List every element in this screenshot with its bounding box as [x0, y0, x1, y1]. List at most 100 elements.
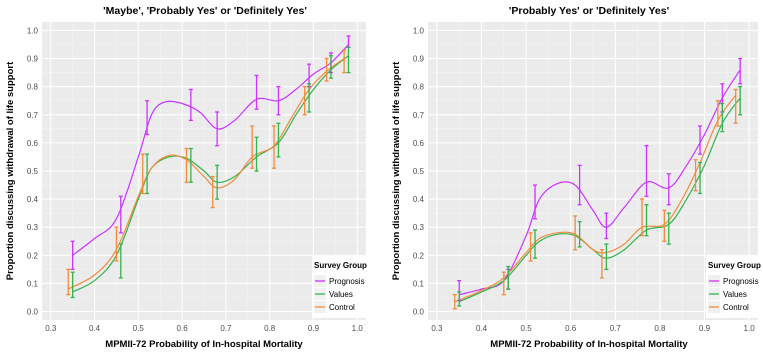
chart-right-errorbar-control	[662, 209, 667, 242]
chart-left-errorbar-values	[215, 164, 220, 200]
chart-left-y-tick-label: 0.0	[27, 308, 39, 317]
chart-left-errorbar-prognosis	[215, 111, 220, 147]
chart-left-y-tick-label: 0.2	[27, 251, 39, 260]
chart-right-x-tick-label: 1.0	[744, 324, 756, 333]
chart-left-errorbar-control	[324, 57, 329, 82]
chart-left-errorbar-values	[276, 122, 281, 158]
chart-left-y-tick-label: 0.8	[27, 83, 39, 92]
chart-right-errorbar-prognosis	[604, 212, 609, 240]
chart-right-legend-title: Survey Group	[708, 261, 761, 270]
chart-left-errorbar-prognosis	[118, 195, 123, 234]
chart-right-x-ticks: 0.3 0.4 0.5 0.6 0.7 0.8 0.9 1.0	[431, 324, 755, 333]
chart-left-x-tick-label: 1.0	[352, 324, 364, 333]
chart-left-errorbar-control	[210, 175, 215, 209]
chart-left-errorbar-values	[70, 271, 75, 299]
chart-left-x-ticks: 0.3 0.4 0.5 0.6 0.7 0.8 0.9 1.0	[45, 324, 363, 333]
chart-right-curve-control	[454, 94, 737, 303]
chart-right-x-tick-label: 0.9	[699, 324, 711, 333]
chart-left-title: 'Maybe', 'Probably Yes' or 'Definitely Y…	[103, 5, 307, 17]
chart-left-errorbar-prognosis	[254, 74, 259, 110]
chart-left-x-tick-label: 0.5	[133, 324, 145, 333]
chart-right-errorbar-prognosis	[666, 173, 671, 206]
chart-right-errorbar-values	[577, 220, 582, 248]
chart-right-errorbar-control	[715, 100, 720, 127]
chart-right-errorbar-values	[457, 291, 462, 307]
chart-left-errorbar-control	[250, 125, 255, 169]
chart-left-errorbar-control	[114, 226, 119, 262]
chart-right-errorbar-values	[738, 86, 743, 116]
chart-left-x-axis-label: MPMII-72 Probability of In-hospital Mort…	[105, 339, 303, 350]
chart-right-legend-label-control: Control	[723, 303, 749, 312]
chart-right: 'Probably Yes' or 'Definitely Yes' 0.00.…	[391, 5, 763, 350]
chart-right-errorbar-prognosis	[698, 125, 703, 155]
chart-right-errorbar-values	[506, 265, 511, 290]
chart-right-errorbar-values	[666, 212, 671, 245]
chart-right-y-tick-label: 0.9	[413, 55, 425, 64]
chart-left-legend-title: Survey Group	[314, 261, 367, 270]
chart-right-errorbar-control	[640, 198, 645, 237]
chart-right-y-tick-label: 0.8	[413, 83, 425, 92]
chart-right-y-tick-label: 0.7	[413, 111, 425, 120]
chart-right-y-ticks: 0.0 0.1 0.2 0.3 0.4 0.5 0.6 0.7 0.8 0.9 1.0	[413, 26, 425, 316]
chart-left-curve-prognosis	[72, 44, 349, 256]
chart-left-y-axis-label: Proportion discussing withdrawal of life…	[5, 61, 16, 280]
chart-right-y-tick-label: 0.4	[413, 195, 425, 204]
chart-right-errorbar-values	[604, 243, 609, 271]
chart-right-x-tick-label: 0.4	[476, 324, 488, 333]
chart-left-errorbar-control	[66, 268, 71, 296]
chart-left-y-tick-label: 0.4	[27, 195, 39, 204]
chart-left-errorbar-control	[140, 153, 145, 195]
chart-left-y-tick-label: 0.6	[27, 139, 39, 148]
chart-right-x-tick-label: 0.3	[431, 324, 443, 333]
chart-right-errorbar-values	[698, 161, 703, 195]
chart-left-legend-entries: Prognosis Values Control	[314, 275, 365, 313]
chart-right-x-tick-label: 0.7	[610, 324, 622, 333]
chart-left-legend-label-prognosis: Prognosis	[329, 277, 365, 286]
chart-left-x-tick-label: 0.4	[89, 324, 101, 333]
chart-right-error-bars	[452, 57, 743, 310]
chart-left-errorbar-values	[346, 46, 351, 74]
chart-left-x-tick-label: 0.7	[220, 324, 232, 333]
chart-left-y-tick-label: 1.0	[27, 26, 39, 35]
chart-right-y-tick-label: 1.0	[413, 26, 425, 35]
chart-left-x-tick-label: 0.3	[45, 324, 57, 333]
chart-left-legend-label-control: Control	[329, 303, 355, 312]
chart-right-errorbar-control	[501, 271, 506, 296]
chart-right-legend-label-values: Values	[723, 290, 747, 299]
chart-left-errorbar-control	[184, 147, 189, 183]
chart-right-y-tick-label: 0.5	[413, 167, 425, 176]
chart-right-errorbar-prognosis	[738, 57, 743, 85]
chart-left-errorbar-values	[307, 83, 312, 113]
chart-right-grid	[428, 22, 758, 320]
chart-right-curve-prognosis	[459, 69, 741, 296]
chart-left-errorbar-prognosis	[276, 86, 281, 116]
chart-left-errorbar-prognosis	[145, 100, 150, 136]
chart-left-error-bars	[66, 35, 351, 299]
chart-left-errorbar-prognosis	[70, 240, 75, 271]
chart-left-errorbar-control	[302, 86, 307, 116]
chart-left-legend: Survey Group Prognosis Values Control	[312, 256, 370, 318]
chart-right-errorbar-control	[452, 294, 457, 310]
chart-left-y-tick-label: 0.3	[27, 223, 39, 232]
chart-right-errorbar-prognosis	[577, 164, 582, 206]
chart-right-errorbar-control	[573, 215, 578, 251]
chart-left-errorbar-values	[188, 147, 193, 183]
chart-right-errorbar-values	[644, 204, 649, 237]
chart-left-errorbar-values	[145, 153, 150, 195]
chart-left-x-tick-label: 0.8	[264, 324, 276, 333]
chart-left-legend-label-values: Values	[329, 290, 353, 299]
chart-right-y-tick-label: 0.6	[413, 139, 425, 148]
chart-right-errorbar-control	[599, 249, 604, 279]
chart-left-curve-control	[68, 58, 345, 290]
chart-right-title: 'Probably Yes' or 'Definitely Yes'	[509, 5, 669, 17]
chart-right-legend-label-prognosis: Prognosis	[723, 277, 759, 286]
chart-right-errorbar-prognosis	[644, 145, 649, 197]
chart-right-y-axis-label: Proportion discussing withdrawal of life…	[391, 61, 402, 280]
chart-right-x-tick-label: 0.8	[654, 324, 666, 333]
chart-right-errorbar-values	[533, 229, 538, 259]
chart-right-y-tick-label: 0.3	[413, 223, 425, 232]
chart-right-x-tick-label: 0.6	[565, 324, 577, 333]
chart-left-y-tick-label: 0.9	[27, 55, 39, 64]
chart-right-legend: Survey Group Prognosis Values Control	[706, 256, 763, 318]
